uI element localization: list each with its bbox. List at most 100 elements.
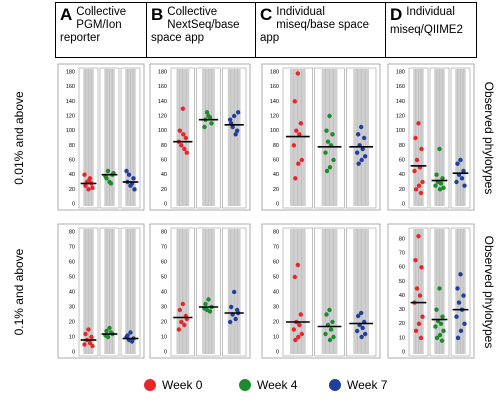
data-point bbox=[418, 190, 424, 196]
data-point bbox=[456, 300, 462, 305]
data-point bbox=[323, 150, 328, 155]
data-point bbox=[439, 338, 445, 343]
data-point bbox=[414, 286, 420, 291]
y-tick-label: 70 bbox=[69, 244, 75, 250]
y-tick-label: 60 bbox=[69, 157, 75, 163]
data-point bbox=[323, 331, 328, 337]
y-tick-label: 30 bbox=[161, 304, 167, 310]
data-point bbox=[179, 319, 184, 325]
data-point bbox=[330, 319, 335, 325]
data-point bbox=[132, 187, 137, 192]
y-tick-label: 100 bbox=[66, 128, 75, 134]
y-tick-label: 50 bbox=[399, 279, 405, 285]
y-tick-label: 80 bbox=[69, 229, 75, 235]
row-label: 0.01% and above bbox=[12, 91, 26, 185]
data-point bbox=[177, 307, 183, 313]
y-tick-label: 60 bbox=[273, 259, 279, 265]
data-point bbox=[458, 328, 464, 334]
data-point bbox=[292, 99, 298, 104]
data-point bbox=[360, 325, 365, 331]
legend-marker bbox=[239, 379, 251, 391]
data-point bbox=[417, 293, 423, 298]
y-tick-label: 40 bbox=[273, 172, 279, 178]
y-tick-label: 140 bbox=[270, 99, 279, 105]
data-point bbox=[234, 128, 240, 133]
data-point bbox=[179, 143, 184, 148]
data-point bbox=[184, 150, 190, 155]
y-tick-label: 30 bbox=[399, 307, 405, 313]
y-tick-label: 60 bbox=[161, 157, 167, 163]
y-tick-label: 60 bbox=[161, 259, 167, 265]
y-tick-label: 20 bbox=[161, 319, 167, 325]
y-tick-label: 10 bbox=[399, 335, 405, 341]
data-point bbox=[441, 328, 446, 334]
panel-title: Collective PGM/Ion reporter bbox=[60, 6, 127, 44]
data-point bbox=[324, 168, 330, 174]
data-point bbox=[354, 328, 360, 334]
data-point bbox=[455, 286, 460, 291]
y-tick-label: 60 bbox=[399, 157, 405, 163]
data-point bbox=[90, 185, 95, 191]
data-point bbox=[231, 113, 237, 119]
y-tick-label: 100 bbox=[158, 128, 167, 134]
y-tick-label: 70 bbox=[273, 244, 279, 250]
legend-label: Week 0 bbox=[162, 378, 203, 392]
data-point bbox=[362, 154, 368, 159]
data-point bbox=[233, 132, 238, 137]
data-point bbox=[108, 181, 114, 186]
data-point bbox=[293, 176, 298, 181]
data-point bbox=[413, 328, 419, 334]
data-point bbox=[180, 301, 186, 307]
y-tick-label: 100 bbox=[396, 128, 405, 134]
data-point bbox=[418, 335, 424, 341]
data-point bbox=[231, 289, 237, 295]
data-point bbox=[434, 307, 439, 312]
panel-letter: C bbox=[260, 5, 273, 24]
y-tick-label: 70 bbox=[161, 244, 167, 250]
data-point bbox=[297, 322, 302, 328]
y-tick-label: 160 bbox=[270, 84, 279, 90]
y-tick-label: 40 bbox=[69, 289, 75, 295]
data-point bbox=[104, 328, 109, 334]
data-point bbox=[297, 132, 302, 137]
data-point bbox=[437, 187, 443, 192]
panel-frame bbox=[57, 223, 145, 359]
data-point bbox=[360, 146, 365, 152]
data-point bbox=[437, 332, 443, 338]
data-point bbox=[207, 115, 213, 120]
data-point bbox=[299, 157, 305, 163]
y-tick-label: 60 bbox=[399, 265, 405, 271]
y-tick-label: 100 bbox=[270, 128, 279, 134]
y-tick-label: 30 bbox=[69, 304, 75, 310]
y-tick-label: 80 bbox=[399, 143, 405, 149]
legend-label: Week 7 bbox=[347, 378, 388, 392]
y-tick-label: 180 bbox=[396, 69, 405, 75]
y-tick-label: 20 bbox=[399, 321, 405, 327]
data-point bbox=[227, 117, 233, 122]
y-tick-label: 80 bbox=[273, 229, 279, 235]
data-point bbox=[291, 327, 297, 332]
legend-label: Week 4 bbox=[257, 378, 298, 392]
data-point bbox=[235, 110, 241, 115]
data-point bbox=[177, 128, 183, 133]
y-tick-label: 0 bbox=[72, 201, 75, 207]
data-point bbox=[419, 146, 424, 152]
data-point bbox=[291, 143, 297, 148]
data-point bbox=[86, 178, 92, 183]
data-point bbox=[359, 157, 364, 163]
panel-frame bbox=[261, 223, 381, 359]
data-point bbox=[182, 322, 187, 328]
y-tick-label: 120 bbox=[270, 113, 279, 119]
panel-frame bbox=[57, 63, 145, 211]
y-tick-label: 40 bbox=[273, 289, 279, 295]
data-point bbox=[183, 135, 189, 141]
y-tick-label: 140 bbox=[158, 99, 167, 105]
data-point bbox=[230, 124, 235, 130]
data-point bbox=[124, 168, 129, 174]
y-tick-label: 20 bbox=[69, 319, 75, 325]
data-point bbox=[420, 179, 425, 185]
data-point bbox=[227, 319, 233, 325]
data-point bbox=[83, 331, 88, 337]
y-tick-label: 160 bbox=[66, 84, 75, 90]
